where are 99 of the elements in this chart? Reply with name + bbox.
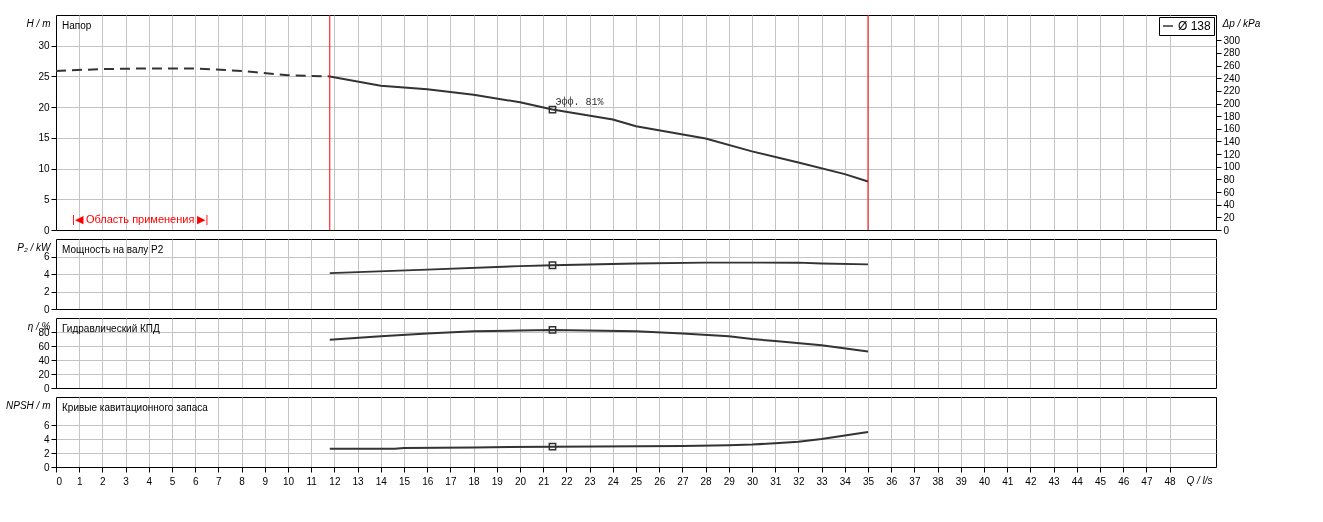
line-series <box>328 431 869 450</box>
x-tick-label: 5 <box>169 475 176 487</box>
x-tick-label: 16 <box>422 475 434 487</box>
annotation: |◀ Область применения ▶| <box>72 213 209 225</box>
x-tick-label: 27 <box>677 475 689 487</box>
x-tick-label: 32 <box>793 475 805 487</box>
y-tick-label: 5 <box>43 193 50 205</box>
x-tick-label: 30 <box>746 475 759 487</box>
y-tick-label: 2 <box>43 447 50 459</box>
x-tick-label: 23 <box>584 475 597 487</box>
x-tick-label: 9 <box>262 475 269 487</box>
x-tick-label: 37 <box>909 475 921 487</box>
x-tick-label: 6 <box>192 475 199 487</box>
x-tick-label: 21 <box>538 475 550 487</box>
y-tick-label: 15 <box>38 132 50 144</box>
x-tick-label: 38 <box>932 475 945 487</box>
x-tick-label: 29 <box>723 475 736 487</box>
y2-tick-label: 200 <box>1223 98 1241 110</box>
x-tick-label: 24 <box>607 475 620 487</box>
y-tick-label: 60 <box>38 340 50 352</box>
y2-tick-label: 300 <box>1223 34 1241 46</box>
x-tick-label: 14 <box>375 475 388 487</box>
y-tick-label: 6 <box>43 419 50 431</box>
x-tick-label: 12 <box>329 475 341 487</box>
y2-tick-label: 0 <box>1223 224 1230 236</box>
y-tick-label: 25 <box>38 70 50 82</box>
x-tick-label: 10 <box>282 475 295 487</box>
x-tick-label: 4 <box>146 475 153 487</box>
x-tick-label: 13 <box>352 475 365 487</box>
y-tick-label: 20 <box>38 101 50 113</box>
x-tick-label: 43 <box>1048 475 1061 487</box>
x-axis-title: Q / l/s <box>1186 474 1213 486</box>
y-tick-label: 0 <box>43 461 50 473</box>
y-tick-label: 0 <box>43 303 50 315</box>
x-tick-label: 20 <box>514 475 527 487</box>
y2-tick-label: 260 <box>1223 60 1241 72</box>
annotation: Кривые кавитационного запаса <box>62 402 209 413</box>
annotation: Гидравлический КПД <box>62 323 161 334</box>
y-tick-label: 40 <box>38 354 50 366</box>
y2-tick-label: 140 <box>1223 135 1241 147</box>
y2-axis-title: Δp / kPa <box>1221 17 1261 29</box>
y-tick-label: 10 <box>38 163 50 175</box>
y2-tick-label: 120 <box>1223 148 1241 160</box>
x-tick-label: 39 <box>955 475 968 487</box>
x-tick-label: 2 <box>100 475 107 487</box>
y-axis-title: NPSH / m <box>6 399 51 411</box>
annotation: Мощность на валу P2 <box>62 244 164 255</box>
x-tick-label: 44 <box>1071 475 1084 487</box>
x-tick-label: 17 <box>445 475 457 487</box>
x-tick-label: 42 <box>1025 475 1037 487</box>
y2-tick-label: 20 <box>1223 211 1236 223</box>
y-tick-label: 0 <box>43 382 50 394</box>
x-tick-label: 46 <box>1118 475 1130 487</box>
x-tick-label: 47 <box>1141 475 1153 487</box>
y2-tick-label: 240 <box>1223 72 1241 84</box>
x-tick-label: 34 <box>839 475 852 487</box>
x-tick-label: 41 <box>1002 475 1014 487</box>
x-tick-label: 35 <box>862 475 875 487</box>
x-tick-label: 15 <box>398 475 411 487</box>
y2-tick-label: 100 <box>1223 161 1241 173</box>
annotation: Эфф. 81% <box>555 95 604 108</box>
y-axis-title: H / m <box>26 17 51 29</box>
x-tick-label: 22 <box>561 475 573 487</box>
x-tick-label: 25 <box>630 475 643 487</box>
y-tick-label: 30 <box>38 40 50 52</box>
x-tick-label: 3 <box>123 475 130 487</box>
y-tick-label: 20 <box>38 368 50 380</box>
x-tick-label: 36 <box>886 475 898 487</box>
y2-tick-label: 60 <box>1223 186 1236 198</box>
y2-tick-label: 160 <box>1223 123 1241 135</box>
x-tick-label: 7 <box>216 475 223 487</box>
x-tick-label: 19 <box>491 475 504 487</box>
y-tick-label: 4 <box>43 433 50 445</box>
line-series <box>328 261 869 275</box>
y2-tick-label: 220 <box>1223 85 1241 97</box>
x-tick-label: 40 <box>978 475 991 487</box>
x-tick-label: 31 <box>770 475 782 487</box>
x-tick-label: 8 <box>239 475 246 487</box>
x-tick-label: 0 <box>56 475 63 487</box>
x-tick-label: 33 <box>816 475 829 487</box>
y-tick-label: 0 <box>43 224 50 236</box>
x-tick-label: 28 <box>700 475 713 487</box>
y-tick-label: 4 <box>43 268 50 280</box>
x-tick-label: 18 <box>468 475 481 487</box>
y-tick-label: 2 <box>43 286 50 297</box>
legend-label: Ø 138 <box>1178 19 1212 33</box>
y2-tick-label: 180 <box>1223 110 1241 122</box>
annotation: Напор <box>62 20 92 31</box>
y-tick-label: 6 <box>43 251 50 262</box>
x-tick-label: 48 <box>1164 475 1177 487</box>
line-series <box>328 328 869 353</box>
y-axis-title: P₂ / kW <box>17 241 53 253</box>
x-tick-label: 45 <box>1094 475 1107 487</box>
x-tick-label: 11 <box>306 475 318 487</box>
x-tick-label: 1 <box>76 475 83 487</box>
y2-tick-label: 80 <box>1223 173 1236 185</box>
y2-tick-label: 40 <box>1223 199 1236 211</box>
x-tick-label: 26 <box>654 475 666 487</box>
y2-tick-label: 280 <box>1223 47 1241 59</box>
